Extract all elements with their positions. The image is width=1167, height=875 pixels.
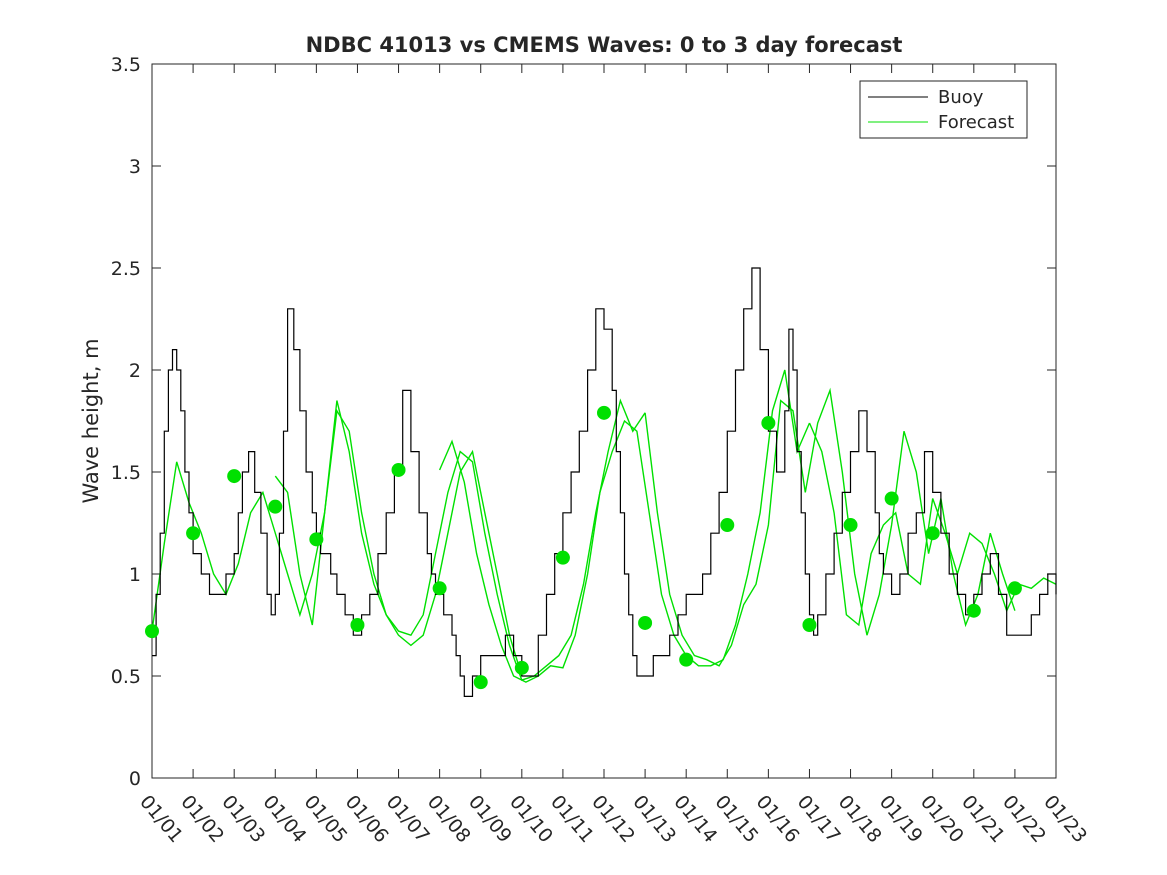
x-tick-label: 01/02	[176, 791, 228, 847]
forecast-marker	[555, 550, 570, 565]
forecast-marker	[514, 660, 529, 675]
x-tick-label: 01/07	[382, 791, 434, 847]
y-tick-label: 0	[129, 768, 141, 790]
forecast-marker	[843, 518, 858, 533]
legend-box	[859, 80, 1028, 139]
y-axis-label: Wave height, m	[79, 338, 103, 503]
forecast-marker	[432, 581, 447, 596]
forecast-marker	[186, 526, 201, 541]
y-tick-labels: 0 0.5 1 1.5 2 2.5 3 3.5	[111, 54, 141, 790]
forecast-marker	[679, 652, 694, 667]
y-tick-label: 1	[129, 564, 141, 586]
y-tick-label: 2	[129, 360, 141, 382]
x-tick-label: 01/18	[834, 791, 886, 847]
y-tick-label: 2.5	[111, 258, 141, 280]
x-tick-label: 01/12	[587, 791, 639, 847]
forecast-marker	[720, 518, 735, 533]
forecast-marker	[350, 618, 365, 632]
y-tick-label: 3.5	[111, 54, 141, 76]
x-tick-label: 01/21	[957, 791, 1009, 847]
x-tick-label: 01/09	[464, 791, 516, 847]
y-tick-label: 3	[129, 156, 141, 178]
x-tick-label: 01/08	[423, 791, 475, 847]
x-tick-label: 01/11	[546, 791, 598, 847]
forecast-marker	[884, 491, 899, 506]
forecast-marker	[473, 675, 488, 690]
x-tick-labels: 01/0101/0201/0301/0401/0501/0601/0701/08…	[135, 791, 1091, 847]
legend-forecast-label: Forecast	[938, 112, 1014, 133]
x-tick-label: 01/01	[135, 791, 187, 847]
x-tick-label: 01/14	[669, 791, 721, 847]
y-tick-label: 0.5	[111, 666, 141, 688]
x-tick-label: 01/20	[916, 791, 968, 847]
y-tick-label: 1.5	[111, 462, 141, 484]
forecast-marker	[966, 603, 981, 618]
x-tick-label: 01/19	[875, 791, 927, 847]
x-tick-label: 01/22	[998, 791, 1050, 847]
axis-ticks	[151, 63, 1057, 779]
x-tick-label: 01/04	[258, 791, 310, 847]
forecast-marker	[925, 526, 940, 541]
forecast-marker	[638, 615, 653, 630]
forecast-marker	[391, 462, 406, 477]
forecast-marker	[227, 469, 242, 484]
x-tick-label: 01/03	[217, 791, 269, 847]
forecast-line-1	[151, 408, 523, 677]
x-tick-label: 01/05	[300, 791, 352, 847]
x-tick-label: 01/16	[752, 791, 804, 847]
forecast-marker	[145, 624, 159, 639]
x-tick-label: 01/15	[710, 791, 762, 847]
buoy-line	[152, 267, 1057, 697]
forecast-marker	[802, 618, 817, 632]
forecast-marker	[268, 499, 283, 514]
forecast-line-3	[438, 369, 811, 683]
forecast-marker	[309, 532, 324, 547]
forecast-marker	[1007, 581, 1022, 596]
forecast-line-2	[274, 398, 646, 681]
legend-buoy-label: Buoy	[938, 87, 984, 108]
x-tick-label: 01/10	[505, 791, 557, 847]
plot-area	[151, 63, 1057, 779]
series-layer	[145, 267, 1057, 697]
x-tick-label: 01/06	[341, 791, 393, 847]
legend: Buoy Forecast	[859, 80, 1028, 139]
x-tick-label: 01/17	[793, 791, 845, 847]
chart-title: NDBC 41013 vs CMEMS Waves: 0 to 3 day fo…	[306, 33, 903, 57]
forecast-marker	[597, 405, 611, 420]
x-tick-label: 01/23	[1039, 791, 1091, 847]
x-tick-label: 01/13	[628, 791, 680, 847]
forecast-marker	[761, 416, 776, 431]
